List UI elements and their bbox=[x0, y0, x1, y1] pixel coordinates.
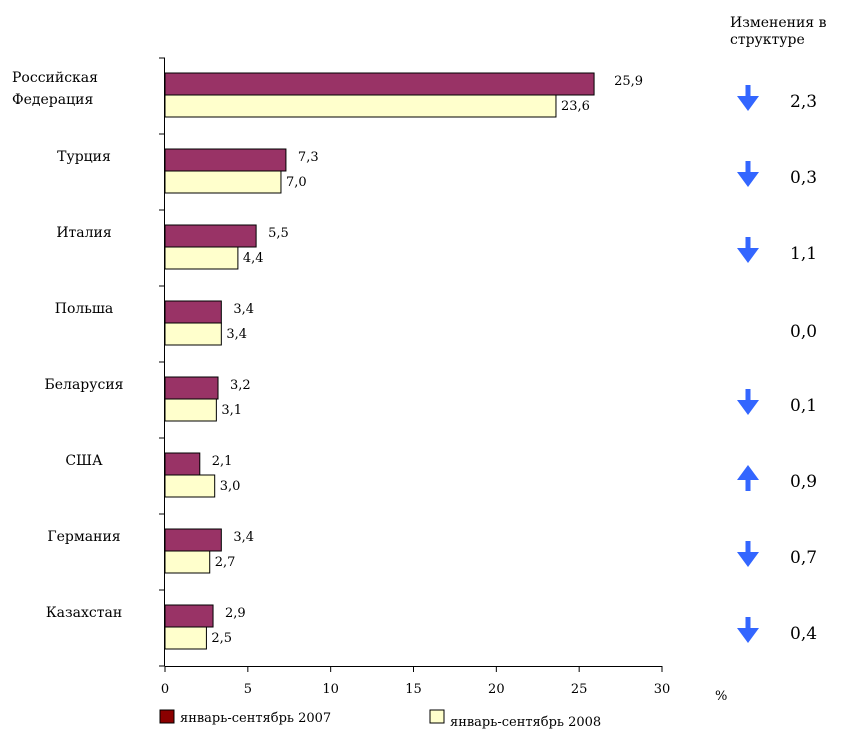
category-label: Российская bbox=[12, 70, 98, 86]
arrow-shaft bbox=[745, 237, 751, 249]
structure-change-value: 0,1 bbox=[790, 396, 817, 416]
arrow-down-icon bbox=[737, 389, 759, 415]
structure-change-value: 2,3 bbox=[790, 92, 817, 112]
axes bbox=[159, 57, 663, 672]
bar-2007 bbox=[164, 528, 222, 552]
category-label: Польша bbox=[55, 301, 114, 317]
category-label: Беларусия bbox=[44, 377, 123, 393]
structure-change-value: 1,1 bbox=[790, 244, 817, 264]
bar-2008 bbox=[164, 550, 211, 574]
arrow-shaft bbox=[745, 161, 751, 173]
arrow-down-icon bbox=[737, 541, 759, 567]
value-label-2008: 2,7 bbox=[215, 555, 236, 570]
arrow-up-icon bbox=[737, 465, 759, 491]
arrow-shaft bbox=[745, 617, 751, 629]
arrow-shaft bbox=[745, 479, 751, 491]
structure-change-value: 0,9 bbox=[790, 472, 817, 492]
legend-swatch-2007 bbox=[159, 709, 175, 724]
arrow-down-icon bbox=[737, 85, 759, 111]
arrow-down-icon bbox=[737, 161, 759, 187]
bar-2008 bbox=[164, 322, 222, 346]
arrow-down-icon bbox=[737, 237, 759, 263]
bars bbox=[164, 72, 595, 650]
x-tick-label: 30 bbox=[654, 682, 671, 697]
bar-2007 bbox=[164, 224, 257, 248]
bar-2007 bbox=[164, 72, 595, 96]
value-label-2007: 3,4 bbox=[233, 530, 254, 545]
value-label-2007: 25,9 bbox=[614, 74, 643, 89]
value-label-2007: 7,3 bbox=[298, 150, 319, 165]
bar-2008 bbox=[164, 170, 282, 194]
arrow-head bbox=[737, 96, 759, 111]
bar-2007 bbox=[164, 148, 287, 172]
bar-2007 bbox=[164, 376, 219, 400]
x-tick-label: 15 bbox=[405, 682, 422, 697]
value-label-2008: 3,1 bbox=[221, 403, 242, 418]
arrow-head bbox=[737, 465, 759, 480]
category-label: Германия bbox=[47, 529, 120, 545]
bar-2007 bbox=[164, 604, 214, 628]
tick-labels: 0 5 10 15 20 25 30 bbox=[161, 682, 670, 697]
bar-2008 bbox=[164, 398, 217, 422]
structure-change-value: 0,4 bbox=[790, 624, 817, 644]
legend-label-2008: январь-сентябрь 2008 bbox=[450, 715, 601, 730]
value-label-2008: 23,6 bbox=[561, 99, 590, 114]
arrow-shaft bbox=[745, 389, 751, 401]
x-tick-label: 25 bbox=[571, 682, 588, 697]
structure-change-value: 0,0 bbox=[790, 322, 817, 342]
legend-label-2007: январь-сентябрь 2007 bbox=[180, 711, 331, 726]
bar-2008 bbox=[164, 474, 216, 498]
value-label-2007: 3,2 bbox=[230, 378, 251, 393]
category-label: США bbox=[65, 453, 103, 469]
bar-2008 bbox=[164, 94, 557, 118]
value-label-2007: 3,4 bbox=[233, 302, 254, 317]
category-label: Казахстан bbox=[46, 605, 122, 621]
x-tick-label: 0 bbox=[161, 682, 169, 697]
legend: январь-сентябрь 2007 январь-сентябрь 2008 bbox=[159, 709, 601, 730]
arrow-head bbox=[737, 248, 759, 263]
category-label: Турция bbox=[57, 149, 111, 165]
value-label-2007: 2,1 bbox=[212, 454, 233, 469]
structure-change-title: структуре bbox=[730, 32, 805, 48]
x-tick-label: 20 bbox=[488, 682, 505, 697]
bar-2007 bbox=[164, 452, 201, 476]
bar-2008 bbox=[164, 626, 207, 650]
arrow-head bbox=[737, 400, 759, 415]
legend-swatch-2008 bbox=[429, 709, 445, 724]
x-tick-label: 5 bbox=[244, 682, 252, 697]
value-label-2007: 2,9 bbox=[225, 606, 246, 621]
arrow-shaft bbox=[745, 541, 751, 553]
arrow-down-icon bbox=[737, 617, 759, 643]
value-labels: 25,9 23,6 7,3 7,0 5,5 4,4 3,4 3,4 3,2 3,1 2,1 3,0 3,… bbox=[211, 74, 643, 646]
value-label-2008: 3,0 bbox=[220, 479, 241, 494]
structure-change-title: Изменения в bbox=[730, 15, 827, 31]
arrow-head bbox=[737, 172, 759, 187]
structure-change-value: 0,3 bbox=[790, 168, 817, 188]
arrow-shaft bbox=[745, 85, 751, 97]
bar-2008 bbox=[164, 246, 239, 270]
category-labels: Российская Федерация Турция Италия Польша Бел… bbox=[12, 70, 124, 621]
value-label-2008: 7,0 bbox=[286, 175, 307, 190]
category-label: Федерация bbox=[12, 92, 93, 108]
bar-2007 bbox=[164, 300, 222, 324]
structure-change-column: 2,3 0,3 1,1 0,0 0,1 0,9 0,7 0,4 bbox=[737, 85, 817, 644]
arrow-head bbox=[737, 552, 759, 567]
value-label-2007: 5,5 bbox=[268, 226, 289, 241]
category-label: Италия bbox=[56, 225, 112, 241]
value-label-2008: 3,4 bbox=[226, 327, 247, 342]
value-label-2008: 4,4 bbox=[243, 251, 264, 266]
value-label-2008: 2,5 bbox=[211, 631, 232, 646]
x-tick-label: 10 bbox=[322, 682, 339, 697]
structure-change-value: 0,7 bbox=[790, 548, 817, 568]
x-unit-label: % bbox=[715, 689, 727, 704]
arrow-head bbox=[737, 628, 759, 643]
